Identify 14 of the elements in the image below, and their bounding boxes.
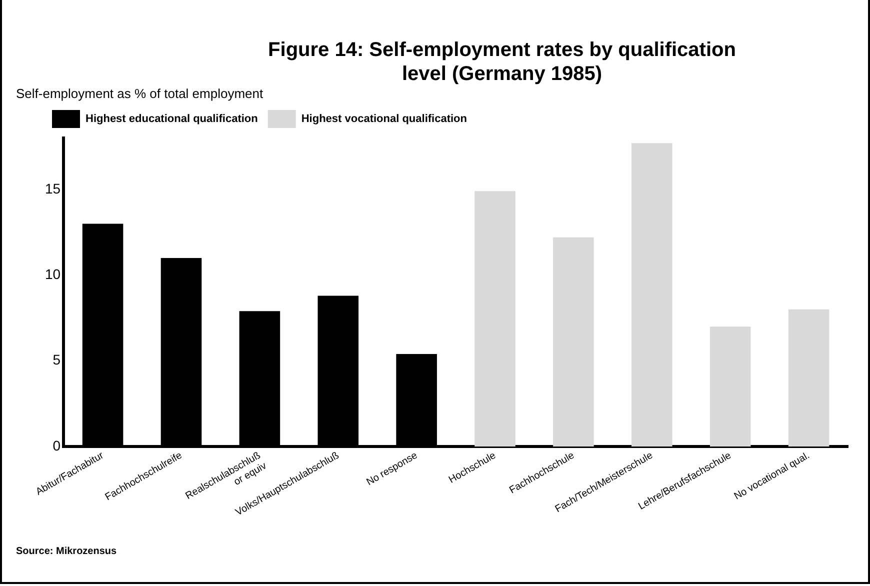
legend-label: Highest vocational qualification xyxy=(301,113,468,126)
bar xyxy=(474,191,516,447)
y-tick-label: 5 xyxy=(52,352,61,368)
y-tick-label: 0 xyxy=(52,437,61,454)
y-tick-label: 15 xyxy=(44,180,61,196)
source-note: Source: Mikrozensus xyxy=(16,546,117,557)
bar xyxy=(710,326,751,447)
chart-title: Figure 14: Self-employment rates by qualification level (Germany 1985) xyxy=(267,38,737,86)
bar xyxy=(632,143,672,447)
y-tick-label: 10 xyxy=(44,266,61,282)
legend-label: Highest educational qualification xyxy=(86,113,258,126)
bar xyxy=(788,309,830,447)
y-axis-title: Self-employment as % of total employment xyxy=(16,86,264,101)
bar xyxy=(553,237,594,447)
